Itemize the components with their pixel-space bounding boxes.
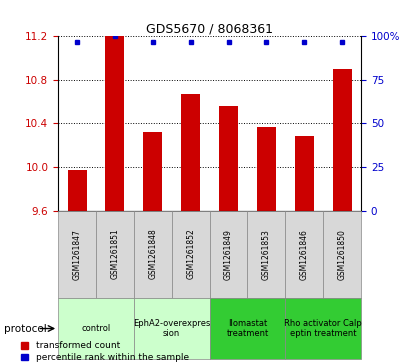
Bar bbox=[105, 36, 124, 211]
Bar bbox=[295, 136, 314, 211]
Bar bbox=[172, 211, 210, 298]
Bar bbox=[210, 211, 247, 298]
Bar bbox=[323, 211, 361, 298]
Legend: transformed count, percentile rank within the sample: transformed count, percentile rank withi… bbox=[21, 342, 189, 362]
Text: Rho activator Calp
eptin treatment: Rho activator Calp eptin treatment bbox=[284, 319, 362, 338]
Bar bbox=[247, 211, 286, 298]
Bar bbox=[257, 127, 276, 211]
Text: GSM1261851: GSM1261851 bbox=[110, 229, 120, 280]
Bar bbox=[286, 211, 323, 298]
Text: GSM1261848: GSM1261848 bbox=[148, 229, 157, 280]
Bar bbox=[58, 211, 96, 298]
Bar bbox=[286, 298, 361, 359]
Bar bbox=[333, 69, 352, 211]
Text: protocol: protocol bbox=[4, 323, 47, 334]
Text: GSM1261847: GSM1261847 bbox=[73, 229, 81, 280]
Bar bbox=[219, 106, 238, 211]
Bar bbox=[58, 298, 134, 359]
Text: control: control bbox=[81, 324, 110, 333]
Bar bbox=[143, 132, 162, 211]
Text: GSM1261849: GSM1261849 bbox=[224, 229, 233, 280]
Bar bbox=[134, 211, 172, 298]
Bar bbox=[181, 94, 200, 211]
Text: Ilomastat
treatment: Ilomastat treatment bbox=[226, 319, 269, 338]
Text: GSM1261852: GSM1261852 bbox=[186, 229, 195, 280]
Text: GSM1261853: GSM1261853 bbox=[262, 229, 271, 280]
Title: GDS5670 / 8068361: GDS5670 / 8068361 bbox=[146, 22, 273, 35]
Bar bbox=[96, 211, 134, 298]
Bar bbox=[210, 298, 286, 359]
Text: GSM1261846: GSM1261846 bbox=[300, 229, 309, 280]
Bar bbox=[134, 298, 210, 359]
Text: GSM1261850: GSM1261850 bbox=[338, 229, 347, 280]
Text: EphA2-overexpres
sion: EphA2-overexpres sion bbox=[133, 319, 210, 338]
Bar bbox=[68, 170, 86, 211]
